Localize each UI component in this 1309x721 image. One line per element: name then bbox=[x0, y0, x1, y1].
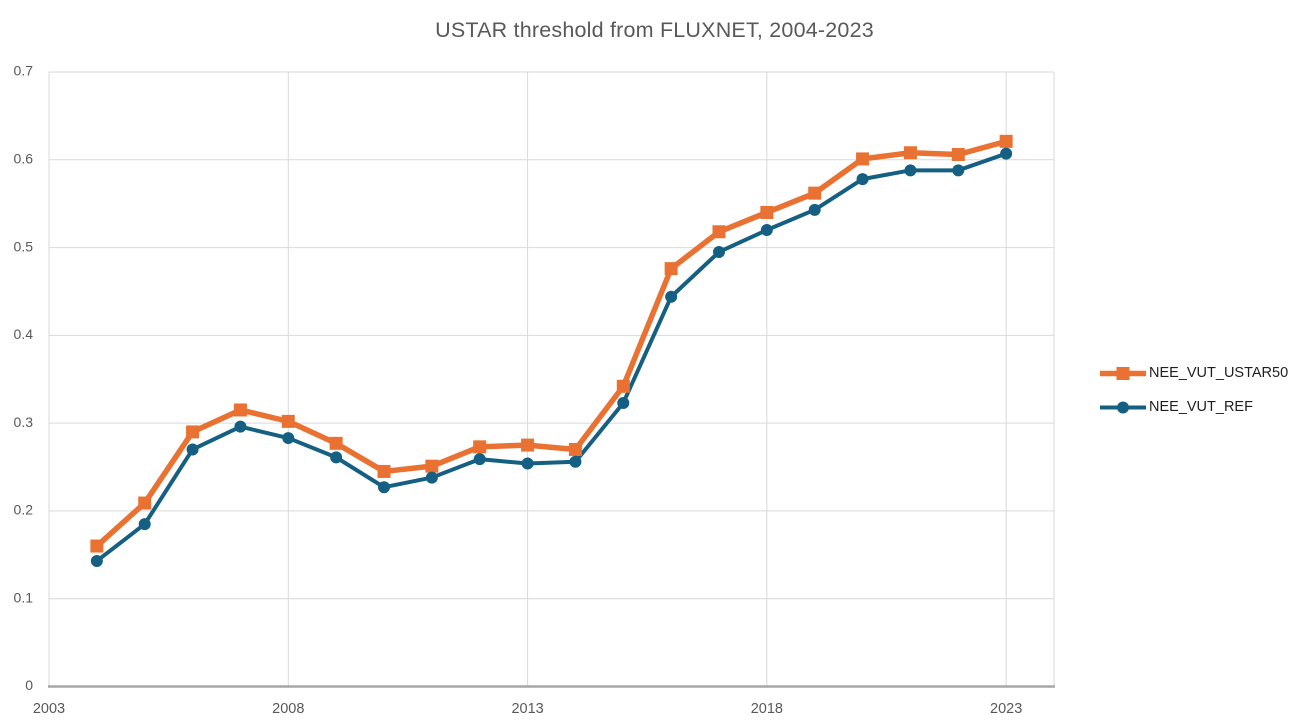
data-point-square-marker bbox=[233, 403, 247, 417]
data-point-circle-marker bbox=[665, 290, 678, 303]
data-point-circle-marker bbox=[904, 164, 917, 177]
legend-circle-marker-icon bbox=[1100, 401, 1146, 413]
data-point-circle-marker bbox=[713, 245, 725, 258]
data-point-square-marker bbox=[856, 152, 870, 166]
legend: NEE_VUT_USTAR50 NEE_VUT_REF bbox=[1100, 361, 1288, 419]
legend-item-nee-vut-ustar50: NEE_VUT_USTAR50 bbox=[1100, 361, 1288, 385]
data-point-circle-marker bbox=[378, 481, 390, 494]
series-line-nee_vut_ref bbox=[94, 151, 1009, 563]
data-point-circle-marker bbox=[473, 453, 486, 466]
data-point-square-marker bbox=[329, 436, 343, 450]
y-tick-label: 0.7 bbox=[14, 63, 34, 79]
x-tick-label: 2023 bbox=[990, 701, 1022, 717]
data-point-circle-marker bbox=[234, 420, 247, 433]
data-point-square-marker bbox=[473, 440, 487, 454]
legend-square-glyph bbox=[1116, 366, 1130, 380]
data-point-square-marker bbox=[425, 459, 439, 473]
data-point-circle-marker bbox=[569, 455, 582, 468]
data-point-square-marker bbox=[760, 205, 774, 219]
data-point-square-marker bbox=[808, 186, 822, 200]
x-tick-label: 2013 bbox=[511, 701, 543, 717]
data-point-square-marker bbox=[521, 438, 535, 452]
data-point-square-marker bbox=[90, 539, 104, 553]
data-point-circle-marker bbox=[90, 554, 103, 567]
data-point-circle-marker bbox=[521, 457, 534, 470]
data-point-circle-marker bbox=[282, 432, 295, 445]
y-tick-label: 0.4 bbox=[14, 326, 34, 342]
legend-label-nee-vut-ref: NEE_VUT_REF bbox=[1149, 399, 1253, 415]
y-tick-label: 0.3 bbox=[14, 414, 34, 430]
y-tick-label: 0.6 bbox=[14, 150, 34, 166]
data-point-circle-marker bbox=[330, 451, 343, 464]
data-point-square-marker bbox=[903, 146, 917, 160]
data-point-square-marker bbox=[138, 496, 152, 510]
data-point-square-marker bbox=[712, 225, 726, 239]
data-point-circle-marker bbox=[1000, 147, 1013, 160]
legend-item-nee-vut-ref: NEE_VUT_REF bbox=[1100, 395, 1288, 419]
data-point-circle-marker bbox=[760, 224, 773, 237]
data-point-circle-marker bbox=[617, 396, 630, 409]
data-point-square-marker bbox=[664, 262, 678, 276]
data-point-circle-marker bbox=[425, 471, 438, 484]
data-point-square-marker bbox=[999, 134, 1013, 148]
data-point-circle-marker bbox=[856, 173, 869, 186]
data-point-square-marker bbox=[377, 464, 391, 478]
x-tick-label: 2003 bbox=[33, 701, 65, 717]
y-tick-label: 0.1 bbox=[14, 589, 34, 605]
data-point-circle-marker bbox=[138, 518, 151, 531]
chart-title: USTAR threshold from FLUXNET, 2004-2023 bbox=[435, 18, 874, 42]
y-tick-label: 0.2 bbox=[14, 502, 34, 518]
x-tick-label: 2008 bbox=[272, 701, 304, 717]
y-tick-label: 0.5 bbox=[14, 238, 34, 254]
legend-label-nee-vut-ustar50: NEE_VUT_USTAR50 bbox=[1149, 365, 1289, 381]
data-point-square-marker bbox=[186, 425, 200, 439]
series-line-nee_vut_ustar50 bbox=[94, 138, 1009, 549]
y-tick-label: 0 bbox=[25, 677, 33, 693]
data-point-circle-marker bbox=[186, 443, 199, 456]
data-point-square-marker bbox=[616, 379, 630, 393]
legend-circle-glyph bbox=[1117, 401, 1129, 413]
data-point-square-marker bbox=[951, 148, 965, 162]
x-tick-label: 2018 bbox=[751, 701, 783, 717]
data-point-square-marker bbox=[281, 414, 295, 428]
data-point-circle-marker bbox=[808, 203, 821, 216]
legend-square-marker-icon bbox=[1100, 366, 1146, 380]
data-point-circle-marker bbox=[952, 164, 965, 177]
data-point-square-marker bbox=[568, 442, 582, 456]
